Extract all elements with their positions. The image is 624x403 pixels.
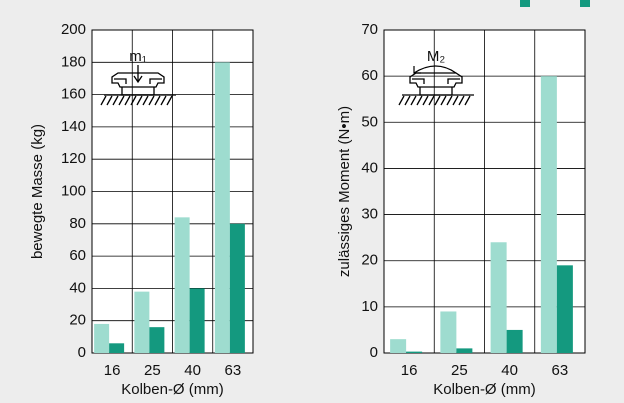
bar [406,352,422,353]
y-tick-label: 20 [361,252,378,269]
y-tick-label: 180 [61,53,86,70]
bar [507,330,523,353]
y-axis-label: zulässiges Moment (N•m) [336,106,353,277]
x-tick-label: 40 [501,362,518,379]
x-tick-label: 40 [184,362,201,379]
bar [149,327,164,353]
bar [456,348,472,353]
y-tick-label: 70 [361,21,378,38]
y-tick-label: 140 [61,118,86,135]
y-tick-label: 50 [361,113,378,130]
bar [109,343,124,353]
y-tick-label: 80 [69,215,86,232]
annotation: M₂ [427,48,445,65]
bar [190,288,205,353]
x-tick-label: 16 [104,362,121,379]
legend-swatch [580,0,590,7]
bar [230,224,245,353]
bar [440,311,456,353]
x-tick-label: 25 [451,362,468,379]
y-tick-label: 30 [361,206,378,223]
y-tick-label: 160 [61,86,86,103]
bar [94,324,109,353]
y-tick-label: 10 [361,298,378,315]
x-axis-label: Kolben-Ø (mm) [433,381,536,398]
y-tick-label: 20 [69,312,86,329]
y-tick-label: 120 [61,150,86,167]
y-tick-label: 60 [69,247,86,264]
y-tick-label: 60 [361,67,378,84]
page: 020406080100120140160180200m₁16254063Kol… [0,0,624,403]
bar [134,292,149,353]
annotation: m₁ [129,48,147,65]
x-tick-label: 63 [225,362,242,379]
y-tick-label: 100 [61,182,86,199]
y-axis-label: bewegte Masse (kg) [29,124,46,259]
x-axis-label: Kolben-Ø (mm) [121,381,224,398]
y-tick-label: 200 [61,21,86,38]
bar [390,339,406,353]
bar [215,62,230,353]
legend-swatch [520,0,530,7]
x-tick-label: 63 [552,362,569,379]
bar [175,217,190,353]
x-tick-label: 16 [401,362,418,379]
y-tick-label: 40 [361,159,378,176]
bar [557,265,573,353]
y-tick-label: 0 [370,344,378,361]
y-tick-label: 0 [78,344,86,361]
y-tick-label: 40 [69,279,86,296]
x-tick-label: 25 [144,362,161,379]
bar [491,242,507,353]
bar [541,76,557,353]
